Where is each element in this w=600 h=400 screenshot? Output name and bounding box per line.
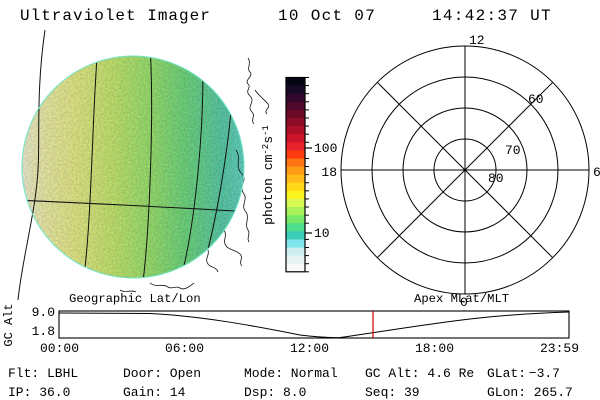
svg-text:GLon: 265.7: GLon: 265.7 (487, 385, 573, 400)
svg-text:GLat:: GLat: (487, 366, 526, 381)
svg-text:Seq: 39: Seq: 39 (365, 385, 420, 400)
svg-text:IP: 36.0: IP: 36.0 (8, 385, 70, 400)
svg-text:Flt: LBHL: Flt: LBHL (8, 366, 78, 381)
svg-text:Gain: 14: Gain: 14 (123, 385, 186, 400)
svg-text:Door: Open: Door: Open (123, 366, 201, 381)
svg-text:Mode: Normal: Mode: Normal (244, 366, 338, 381)
svg-text:GC Alt: 4.6 Re: GC Alt: 4.6 Re (365, 366, 474, 381)
svg-text:Dsp: 8.0: Dsp: 8.0 (244, 385, 306, 400)
svg-text:−3.7: −3.7 (529, 366, 560, 381)
